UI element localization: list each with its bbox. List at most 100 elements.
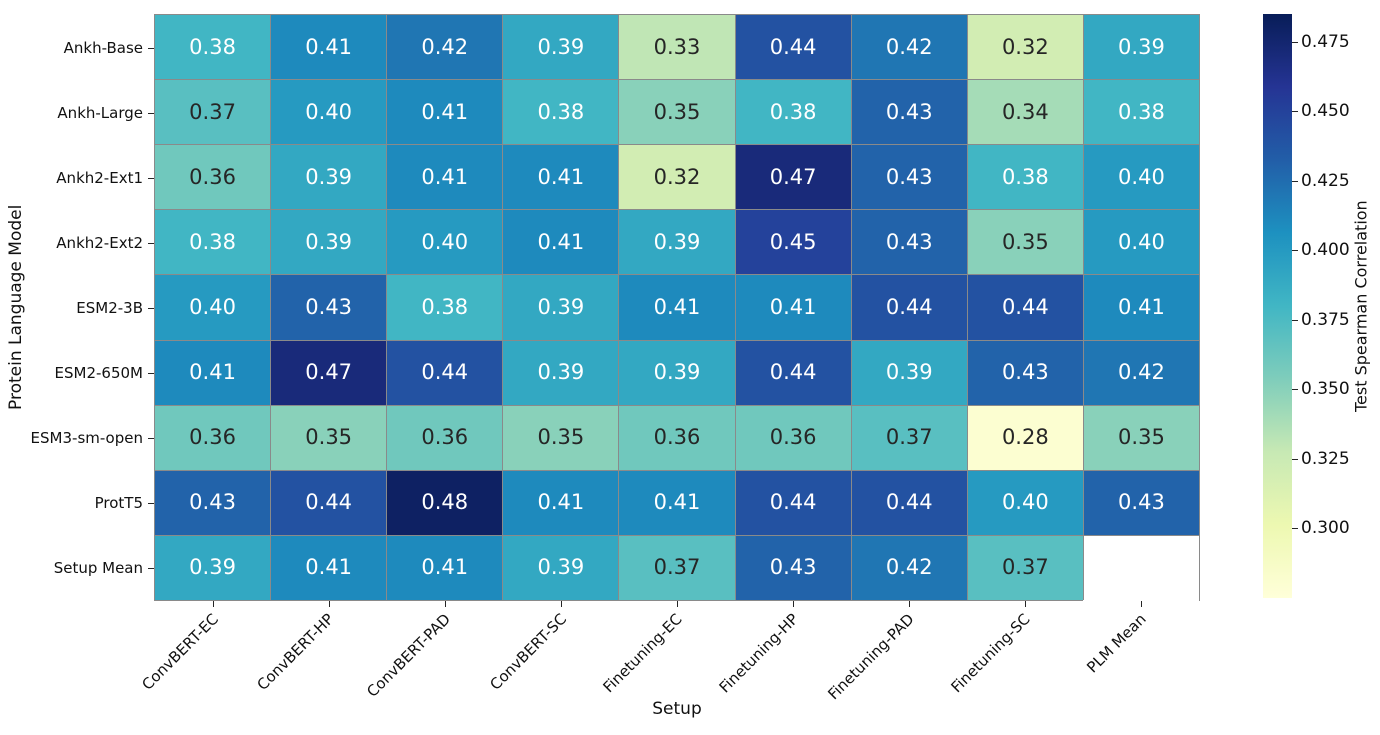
heatmap-cell: 0.35 <box>619 80 735 145</box>
x-tick-mark <box>445 601 446 607</box>
cell-value: 0.35 <box>1118 425 1165 450</box>
heatmap-cell: 0.33 <box>619 15 735 80</box>
heatmap-cell: 0.35 <box>503 405 619 470</box>
heatmap-cell: 0.36 <box>155 405 271 470</box>
y-tick-label: ESM3-sm-open <box>30 428 143 447</box>
colorbar-tick-mark <box>1292 250 1298 251</box>
x-tick-label-text: Finetuning-PAD <box>824 610 918 704</box>
cell-value: 0.40 <box>1118 229 1165 254</box>
cell-value: 0.42 <box>421 34 469 59</box>
cell-value: 0.32 <box>653 164 701 189</box>
colorbar-tick-mark <box>1292 181 1298 182</box>
x-tick-label-text: ConvBERT-PAD <box>363 610 454 701</box>
cell-value: 0.43 <box>885 99 933 124</box>
heatmap-cell: 0.43 <box>967 340 1083 405</box>
heatmap-cell: 0.48 <box>387 470 503 535</box>
cell-value: 0.28 <box>1001 425 1049 450</box>
heatmap-cell: 0.41 <box>387 535 503 600</box>
heatmap-cell: 0.41 <box>619 275 735 340</box>
heatmap-cell: 0.41 <box>155 340 271 405</box>
cell-value: 0.41 <box>1118 294 1165 319</box>
cell-value: 0.43 <box>1001 360 1049 385</box>
y-tick-label: Ankh2-Ext1 <box>56 168 143 187</box>
heatmap-cell: 0.39 <box>503 340 619 405</box>
cell-value: 0.43 <box>769 555 817 580</box>
cell-value: 0.37 <box>189 99 236 124</box>
heatmap-cell: 0.47 <box>271 340 387 405</box>
heatmap-cell: 0.38 <box>155 210 271 275</box>
heatmap-cell: 0.36 <box>155 145 271 210</box>
x-tick-mark <box>1141 601 1142 607</box>
y-tick-mark <box>148 113 154 114</box>
heatmap-cell: 0.41 <box>1083 275 1199 340</box>
heatmap-cell: 0.41 <box>735 275 851 340</box>
heatmap-cell: 0.35 <box>271 405 387 470</box>
cell-value: 0.48 <box>421 490 469 515</box>
cell-value: 0.41 <box>421 99 469 124</box>
colorbar-tick-mark <box>1292 42 1298 43</box>
colorbar-tick-label: 0.400 <box>1301 240 1350 261</box>
cell-value: 0.35 <box>1001 229 1049 254</box>
heatmap-cell: 0.35 <box>967 210 1083 275</box>
cell-value: 0.39 <box>537 360 585 385</box>
heatmap-cell: 0.42 <box>851 15 967 80</box>
cell-value: 0.38 <box>421 294 469 319</box>
x-axis-title: Setup <box>652 699 702 719</box>
colorbar-tick-mark <box>1292 320 1298 321</box>
y-tick-mark <box>148 243 154 244</box>
cell-value: 0.40 <box>421 229 469 254</box>
heatmap-cell: 0.40 <box>1083 210 1199 275</box>
heatmap-cell: 0.43 <box>851 210 967 275</box>
cell-value: 0.43 <box>189 490 236 515</box>
y-tick-label: ESM2-650M <box>54 363 143 382</box>
y-tick-label: Ankh-Base <box>63 38 143 57</box>
cell-value: 0.41 <box>537 229 585 254</box>
heatmap-cell: 0.44 <box>967 275 1083 340</box>
heatmap-cell: 0.38 <box>155 15 271 80</box>
cell-value: 0.42 <box>1118 360 1165 385</box>
heatmap-border <box>154 14 1200 15</box>
heatmap-cell: 0.37 <box>851 405 967 470</box>
heatmap-border <box>1199 14 1200 601</box>
cell-value: 0.41 <box>421 164 469 189</box>
heatmap-cell: 0.40 <box>967 470 1083 535</box>
cell-value: 0.44 <box>769 490 817 515</box>
cell-value: 0.36 <box>421 425 469 450</box>
cell-value: 0.44 <box>885 490 933 515</box>
heatmap-cell: 0.42 <box>1083 340 1199 405</box>
x-tick-label-text: ConvBERT-SC <box>486 610 570 694</box>
heatmap-cell: 0.40 <box>387 210 503 275</box>
heatmap-cell: 0.43 <box>271 275 387 340</box>
cell-value: 0.38 <box>537 99 585 124</box>
heatmap-cell: 0.39 <box>503 15 619 80</box>
heatmap-cell: 0.41 <box>503 145 619 210</box>
cell-value: 0.43 <box>305 294 353 319</box>
colorbar-tick-label: 0.350 <box>1301 379 1350 400</box>
x-tick-label-text: Finetuning-EC <box>599 610 686 697</box>
cell-value: 0.44 <box>885 294 933 319</box>
y-tick-label: Setup Mean <box>53 558 143 577</box>
heatmap-cell: 0.34 <box>967 80 1083 145</box>
cell-value: 0.39 <box>1118 34 1165 59</box>
cell-value: 0.47 <box>769 164 817 189</box>
cell-value: 0.41 <box>421 555 469 580</box>
heatmap-cell: 0.43 <box>851 145 967 210</box>
cell-value: 0.41 <box>305 34 353 59</box>
cell-value: 0.37 <box>885 425 933 450</box>
heatmap-cell: 0.44 <box>735 15 851 80</box>
colorbar-tick-mark <box>1292 111 1298 112</box>
x-tick-mark <box>213 601 214 607</box>
heatmap-cell: 0.41 <box>271 535 387 600</box>
colorbar-tick-mark <box>1292 459 1298 460</box>
y-tick-label: ProtT5 <box>94 493 143 512</box>
y-tick-label: ESM2-3B <box>76 298 143 317</box>
x-tick-label-text: Finetuning-SC <box>947 610 1034 697</box>
colorbar-tick-label: 0.375 <box>1301 309 1350 330</box>
heatmap-cell: 0.38 <box>1083 80 1199 145</box>
y-tick-mark <box>148 373 154 374</box>
x-tick-mark <box>793 601 794 607</box>
cell-value: 0.39 <box>189 555 236 580</box>
cell-value: 0.38 <box>1118 99 1165 124</box>
cell-value: 0.41 <box>769 294 817 319</box>
x-tick-mark <box>909 601 910 607</box>
